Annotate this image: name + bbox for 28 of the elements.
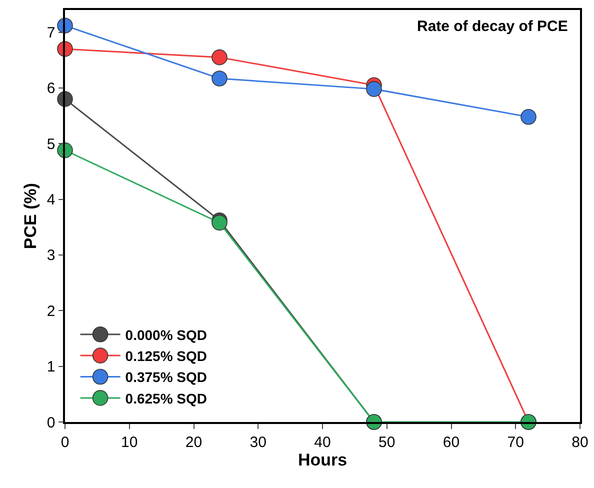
y-tick-label: 0 — [46, 414, 56, 432]
x-tick-label: 70 — [507, 434, 524, 451]
y-tick-label: 3 — [46, 247, 56, 264]
legend-label: 0.000% SQD — [125, 326, 208, 343]
point — [212, 70, 228, 86]
y-tick-label: 6 — [46, 80, 56, 98]
y-axis-title: PCE (%) — [20, 182, 40, 250]
y-tick-label: 7 — [46, 24, 56, 42]
y-tick-label: 1 — [46, 358, 56, 376]
legend-label: 0.125% SQD — [125, 348, 208, 364]
point — [212, 49, 228, 66]
legend-label: 0.375% SQD — [125, 369, 208, 386]
text: Rate of decay of PCE — [417, 18, 568, 35]
x-tick-label: 20 — [185, 434, 202, 451]
x-tick-label: 30 — [250, 434, 266, 451]
y-tick-label: 2 — [46, 302, 56, 320]
y-tick-label: 4 — [46, 192, 56, 209]
x-axis-title: Hours — [298, 450, 348, 470]
x-tick-label: 60 — [442, 434, 460, 451]
point — [520, 109, 536, 125]
x-tick-label: 0 — [60, 434, 70, 451]
x-tick-label: 10 — [121, 434, 138, 451]
x-tick-label: 80 — [572, 434, 588, 451]
y-tick-label: 5 — [46, 136, 56, 153]
legend-label: 0.625% SQD — [125, 390, 208, 406]
x-tick-label: 50 — [378, 434, 396, 451]
x-tick-label: 40 — [314, 434, 331, 451]
point — [366, 81, 382, 97]
